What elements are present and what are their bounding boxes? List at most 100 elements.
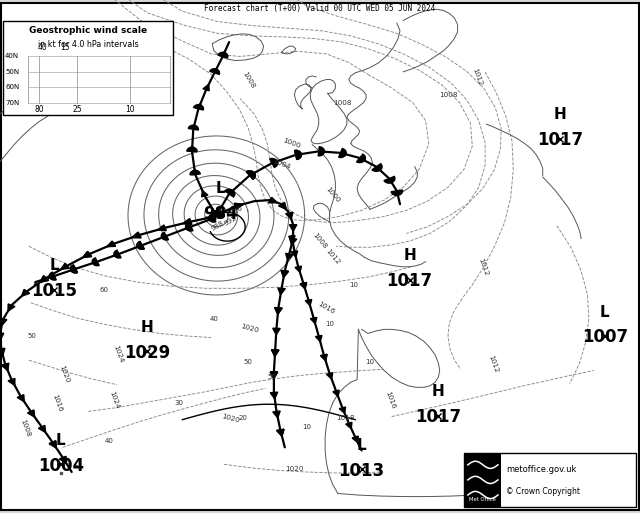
Text: L: L bbox=[56, 433, 66, 448]
Polygon shape bbox=[269, 159, 278, 167]
Polygon shape bbox=[70, 265, 77, 273]
Polygon shape bbox=[276, 429, 284, 436]
Text: 1017: 1017 bbox=[387, 272, 433, 290]
Text: 50: 50 bbox=[268, 374, 276, 380]
Polygon shape bbox=[137, 242, 144, 249]
Polygon shape bbox=[275, 308, 282, 314]
Polygon shape bbox=[246, 171, 255, 179]
Text: 1000: 1000 bbox=[282, 137, 301, 150]
Polygon shape bbox=[270, 372, 278, 379]
Text: 1008: 1008 bbox=[312, 232, 328, 250]
Polygon shape bbox=[276, 429, 284, 436]
Polygon shape bbox=[8, 379, 15, 386]
Text: 20: 20 bbox=[239, 415, 248, 421]
Polygon shape bbox=[391, 190, 403, 195]
Polygon shape bbox=[211, 211, 222, 218]
Polygon shape bbox=[305, 300, 312, 306]
Polygon shape bbox=[157, 225, 166, 231]
Text: 1017: 1017 bbox=[415, 408, 461, 426]
Text: 10: 10 bbox=[125, 105, 135, 114]
Text: 70N: 70N bbox=[5, 100, 19, 106]
Bar bbox=[464, 453, 501, 507]
Text: 10: 10 bbox=[349, 282, 358, 288]
Polygon shape bbox=[192, 169, 198, 175]
Polygon shape bbox=[83, 251, 92, 258]
Text: L: L bbox=[49, 259, 60, 273]
Polygon shape bbox=[225, 189, 235, 197]
Polygon shape bbox=[273, 411, 280, 418]
Text: metoffice.gov.uk: metoffice.gov.uk bbox=[506, 465, 577, 473]
Polygon shape bbox=[318, 147, 324, 156]
Polygon shape bbox=[356, 154, 365, 163]
Text: 40: 40 bbox=[210, 316, 219, 322]
Polygon shape bbox=[270, 372, 278, 379]
Text: 60N: 60N bbox=[5, 84, 19, 90]
Text: H: H bbox=[554, 107, 566, 122]
Polygon shape bbox=[1, 363, 9, 370]
Text: 1020: 1020 bbox=[58, 365, 70, 384]
Text: H: H bbox=[141, 320, 154, 335]
Text: 1020: 1020 bbox=[240, 323, 259, 333]
Polygon shape bbox=[195, 103, 202, 110]
Text: 1012: 1012 bbox=[324, 247, 341, 266]
Text: 1000: 1000 bbox=[324, 186, 341, 204]
Polygon shape bbox=[220, 51, 226, 57]
Text: 50: 50 bbox=[244, 359, 253, 365]
Polygon shape bbox=[321, 354, 327, 361]
Text: 10: 10 bbox=[325, 321, 334, 327]
Polygon shape bbox=[321, 354, 327, 361]
Polygon shape bbox=[132, 232, 141, 238]
Text: 15: 15 bbox=[60, 43, 69, 52]
Polygon shape bbox=[61, 263, 69, 269]
Text: 10: 10 bbox=[365, 359, 374, 365]
Polygon shape bbox=[92, 258, 99, 266]
Polygon shape bbox=[40, 276, 49, 282]
Text: H: H bbox=[432, 384, 445, 399]
Text: Geostrophic wind scale: Geostrophic wind scale bbox=[29, 26, 147, 35]
Polygon shape bbox=[8, 304, 15, 311]
Polygon shape bbox=[218, 52, 228, 58]
Polygon shape bbox=[246, 171, 255, 179]
Text: 1008: 1008 bbox=[439, 92, 457, 98]
Polygon shape bbox=[289, 225, 297, 231]
Polygon shape bbox=[186, 223, 193, 231]
Polygon shape bbox=[49, 441, 56, 448]
Text: 1017: 1017 bbox=[537, 131, 583, 149]
Polygon shape bbox=[384, 176, 395, 183]
Polygon shape bbox=[281, 270, 289, 277]
Polygon shape bbox=[202, 190, 208, 197]
Polygon shape bbox=[339, 148, 346, 157]
Polygon shape bbox=[132, 232, 141, 238]
Text: 1004: 1004 bbox=[272, 158, 291, 170]
Text: 1015: 1015 bbox=[31, 282, 77, 300]
Polygon shape bbox=[210, 69, 220, 74]
Polygon shape bbox=[38, 425, 45, 432]
Polygon shape bbox=[188, 125, 198, 130]
Polygon shape bbox=[209, 214, 216, 222]
Polygon shape bbox=[273, 328, 280, 335]
Polygon shape bbox=[281, 270, 289, 277]
Text: 50: 50 bbox=[28, 333, 36, 339]
Polygon shape bbox=[278, 203, 286, 209]
Text: 984: 984 bbox=[204, 205, 238, 223]
Polygon shape bbox=[183, 219, 192, 225]
Polygon shape bbox=[207, 213, 216, 220]
Polygon shape bbox=[310, 318, 317, 324]
Polygon shape bbox=[40, 276, 49, 282]
Text: 1016: 1016 bbox=[385, 390, 396, 410]
Text: 988: 988 bbox=[210, 220, 225, 232]
Polygon shape bbox=[372, 164, 382, 171]
Text: 1007: 1007 bbox=[582, 328, 628, 346]
Polygon shape bbox=[291, 251, 298, 257]
Text: L: L bbox=[600, 305, 610, 320]
Polygon shape bbox=[294, 150, 301, 160]
Text: 40: 40 bbox=[37, 43, 47, 52]
Text: 1013: 1013 bbox=[339, 462, 385, 480]
Polygon shape bbox=[137, 242, 144, 249]
Polygon shape bbox=[234, 203, 243, 209]
Polygon shape bbox=[270, 392, 278, 399]
Polygon shape bbox=[49, 272, 56, 280]
Polygon shape bbox=[271, 350, 279, 357]
Text: 996: 996 bbox=[229, 204, 244, 216]
Polygon shape bbox=[300, 283, 307, 289]
